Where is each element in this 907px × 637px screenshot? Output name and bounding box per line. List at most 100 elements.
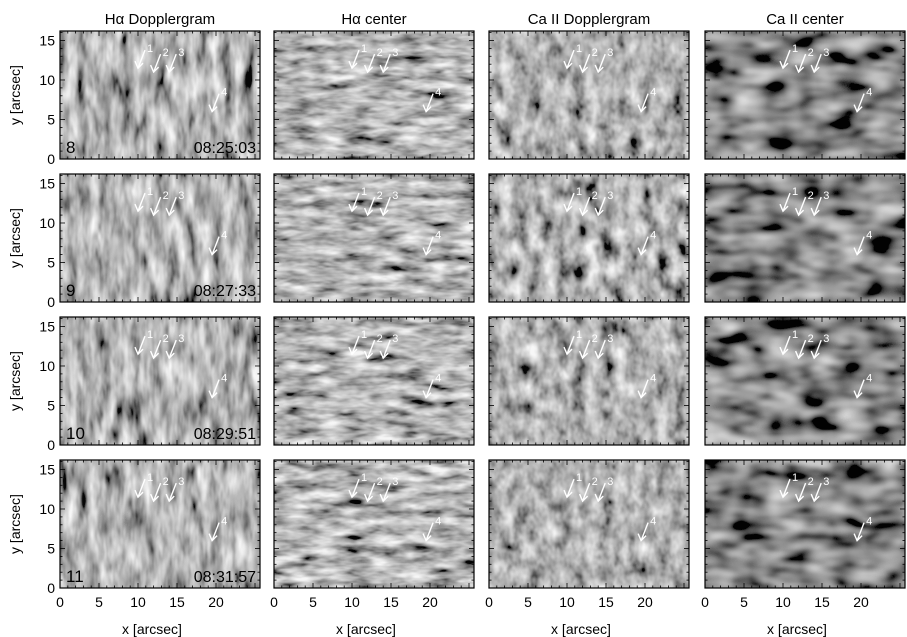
arrow-label: 1 bbox=[361, 472, 367, 484]
arrow-label: 1 bbox=[361, 43, 367, 55]
arrow-label: 1 bbox=[576, 472, 582, 484]
arrow-label: 3 bbox=[823, 476, 829, 488]
arrow-marker: 1 bbox=[779, 472, 798, 499]
panel-frame bbox=[59, 459, 261, 589]
arrow-marker: 2 bbox=[363, 333, 383, 360]
arrow-marker: 3 bbox=[594, 190, 613, 217]
arrow-marker: 2 bbox=[794, 333, 814, 360]
image-panel: 1 2 3 4 11 08:31:57 bbox=[59, 459, 261, 589]
x-tick-label: 10 bbox=[344, 594, 360, 610]
image-panel: 1 2 3 4 bbox=[273, 459, 475, 589]
column-title: Ca II center bbox=[766, 11, 844, 28]
column-title: Ca II Dopplergram bbox=[528, 11, 651, 28]
arrow-label: 2 bbox=[808, 333, 814, 345]
image-panel: 1 2 3 4 9 08:27:33 bbox=[59, 173, 261, 303]
x-tick-label: 0 bbox=[56, 594, 64, 610]
x-tick-label: 5 bbox=[309, 594, 317, 610]
arrow-marker: 2 bbox=[794, 47, 814, 74]
arrow-marker: 3 bbox=[165, 47, 184, 74]
panel-frame bbox=[273, 30, 475, 160]
arrow-label: 1 bbox=[576, 186, 582, 198]
arrow-marker: 2 bbox=[578, 47, 598, 74]
panel-frame bbox=[488, 316, 690, 446]
timestamp: 08:31:57 bbox=[194, 569, 256, 586]
arrow-label: 1 bbox=[147, 329, 153, 341]
arrow-marker: 4 bbox=[208, 230, 227, 256]
arrow-marker: 4 bbox=[208, 373, 227, 399]
arrow-label: 3 bbox=[823, 47, 829, 59]
image-panel: 1 2 3 4 8 08:25:03 bbox=[59, 30, 261, 160]
arrow-label: 4 bbox=[866, 516, 872, 528]
panel-ticks bbox=[273, 460, 474, 589]
image-panel: 1 2 3 4 bbox=[273, 173, 475, 303]
arrow-marker: 1 bbox=[134, 472, 153, 499]
arrow-marker: 1 bbox=[348, 186, 367, 213]
image-panel: 1 2 3 4 bbox=[273, 316, 475, 446]
arrow-marker: 3 bbox=[594, 333, 613, 360]
arrow-marker: 3 bbox=[165, 190, 184, 217]
arrow-marker: 2 bbox=[149, 190, 169, 217]
x-tick-label: 15 bbox=[814, 594, 830, 610]
solar-image bbox=[274, 460, 474, 588]
solar-image bbox=[60, 31, 260, 159]
arrow-label: 2 bbox=[808, 476, 814, 488]
x-tick-label: 20 bbox=[853, 594, 869, 610]
solar-image bbox=[274, 174, 474, 302]
arrow-label: 1 bbox=[361, 329, 367, 341]
solar-image bbox=[274, 317, 474, 445]
arrow-label: 2 bbox=[592, 476, 598, 488]
x-tick-label: 10 bbox=[775, 594, 791, 610]
y-tick-label: 0 bbox=[47, 437, 55, 453]
x-axis-label: x [arcsec] bbox=[336, 621, 396, 637]
arrow-label: 4 bbox=[435, 87, 441, 99]
arrow-marker: 4 bbox=[853, 373, 872, 399]
solar-image bbox=[705, 31, 905, 159]
arrow-marker: 3 bbox=[594, 476, 613, 503]
x-tick-label: 0 bbox=[485, 594, 493, 610]
y-tick-label: 0 bbox=[47, 294, 55, 310]
arrow-marker: 2 bbox=[363, 47, 383, 74]
x-tick-label: 10 bbox=[130, 594, 146, 610]
arrow-marker: 2 bbox=[363, 190, 383, 217]
arrow-label: 4 bbox=[221, 373, 227, 385]
arrow-label: 1 bbox=[792, 186, 798, 198]
arrow-marker: 1 bbox=[134, 186, 153, 213]
arrow-label: 4 bbox=[221, 516, 227, 528]
panel-ticks bbox=[59, 317, 260, 446]
y-tick-label: 15 bbox=[39, 318, 55, 334]
panel-frame bbox=[273, 316, 475, 446]
arrow-marker: 4 bbox=[637, 87, 656, 113]
arrow-marker: 1 bbox=[563, 43, 582, 70]
arrow-marker: 2 bbox=[794, 476, 814, 503]
image-panel: 1 2 3 4 bbox=[488, 173, 690, 303]
arrow-marker: 2 bbox=[149, 333, 169, 360]
arrow-marker: 1 bbox=[563, 329, 582, 356]
y-tick-label: 10 bbox=[39, 501, 55, 517]
x-axis-label: x [arcsec] bbox=[767, 621, 827, 637]
arrow-marker: 2 bbox=[149, 476, 169, 503]
arrow-label: 3 bbox=[392, 47, 398, 59]
arrow-marker: 2 bbox=[578, 476, 598, 503]
arrow-marker: 1 bbox=[134, 43, 153, 70]
image-panel: 1 2 3 4 bbox=[488, 316, 690, 446]
arrow-label: 3 bbox=[392, 190, 398, 202]
arrow-marker: 3 bbox=[379, 476, 398, 503]
arrow-label: 4 bbox=[435, 230, 441, 242]
panel-ticks bbox=[273, 317, 474, 446]
arrow-marker: 4 bbox=[853, 516, 872, 542]
panel-frame bbox=[488, 459, 690, 589]
x-tick-label: 20 bbox=[637, 594, 653, 610]
arrow-label: 3 bbox=[823, 190, 829, 202]
arrow-label: 4 bbox=[866, 373, 872, 385]
arrow-label: 2 bbox=[808, 47, 814, 59]
x-tick-label: 5 bbox=[95, 594, 103, 610]
frame-number: 11 bbox=[66, 567, 84, 586]
arrow-label: 3 bbox=[823, 333, 829, 345]
panel-ticks bbox=[59, 460, 260, 589]
arrow-marker: 4 bbox=[853, 230, 872, 256]
y-tick-label: 15 bbox=[39, 32, 55, 48]
arrow-label: 1 bbox=[576, 43, 582, 55]
arrow-label: 4 bbox=[650, 230, 656, 242]
arrow-marker: 1 bbox=[348, 43, 367, 70]
y-tick-label: 5 bbox=[47, 254, 55, 270]
